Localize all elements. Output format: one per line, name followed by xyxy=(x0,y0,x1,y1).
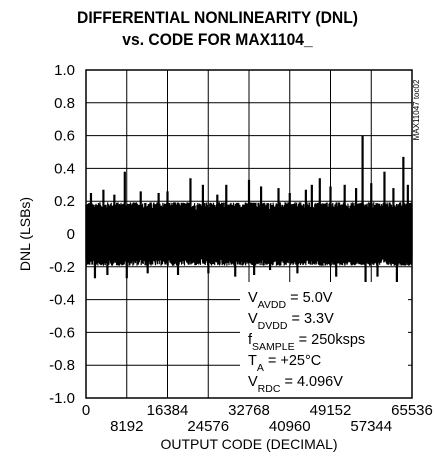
condition-line: VDVDD = 3.3V xyxy=(248,311,334,332)
x-tick-label: 24576 xyxy=(187,418,229,435)
dnl-trace xyxy=(85,135,413,297)
x-tick-label: 49152 xyxy=(310,402,352,419)
chart-subtitle: vs. CODE FOR MAX1104_ xyxy=(122,30,313,49)
chart-title: DIFFERENTIAL NONLINEARITY (DNL) xyxy=(77,8,358,27)
x-tick-label: 8192 xyxy=(110,418,143,435)
x-tick-label: 57344 xyxy=(350,418,392,435)
condition-line: fSAMPLE = 250ksps xyxy=(248,332,365,353)
x-tick-label: 0 xyxy=(82,402,90,419)
condition-line: TA = +25°C xyxy=(248,353,321,374)
x-axis-label: OUTPUT CODE (DECIMAL) xyxy=(160,436,337,452)
condition-line: VRDC = 4.096V xyxy=(248,374,343,395)
figure-code-label: MAX11047 toc02 xyxy=(412,79,421,140)
y-tick-label: -0.2 xyxy=(49,259,75,276)
y-tick-label: 0 xyxy=(67,226,75,243)
y-tick-labels: 1.0 0.8 0.6 0.4 0.2 0 -0.2 -0.4 -0.6 -0.8 -1.0 xyxy=(49,62,75,407)
y-tick-label: 0.8 xyxy=(54,95,75,112)
x-tick-labels: 0 16384 32768 49152 65536 8192 24576 40960 57344 xyxy=(82,402,433,435)
y-tick-label: 0.6 xyxy=(54,128,75,145)
x-tick-label: 40960 xyxy=(269,418,311,435)
y-tick-label: -1.0 xyxy=(49,390,75,407)
x-tick-label: 16384 xyxy=(147,402,189,419)
y-tick-label: -0.6 xyxy=(49,324,75,341)
condition-line: VAVDD = 5.0V xyxy=(248,290,333,311)
x-tick-label: 65536 xyxy=(391,402,433,419)
plot-frame xyxy=(85,69,413,399)
y-tick-label: 0.4 xyxy=(54,160,75,177)
y-tick-label: -0.8 xyxy=(49,357,75,374)
conditions-box xyxy=(240,282,408,398)
y-tick-label: 1.0 xyxy=(54,62,75,79)
y-axis-label: DNL (LSBs) xyxy=(17,197,33,271)
x-tick-label: 32768 xyxy=(228,402,270,419)
y-tick-label: -0.4 xyxy=(49,292,75,309)
y-tick-label: 0.2 xyxy=(54,193,75,210)
